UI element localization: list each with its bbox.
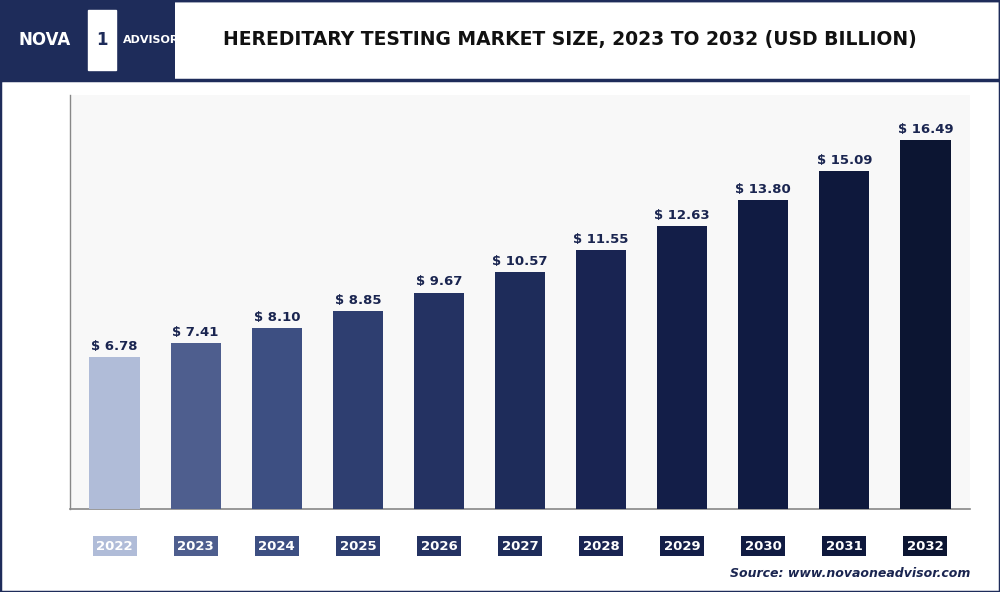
Text: NOVA: NOVA xyxy=(18,31,70,49)
Text: $ 15.09: $ 15.09 xyxy=(817,154,872,167)
Text: $ 7.41: $ 7.41 xyxy=(172,326,219,339)
Text: 2030: 2030 xyxy=(745,539,782,552)
Text: $ 12.63: $ 12.63 xyxy=(654,209,710,222)
Text: ADVISOR: ADVISOR xyxy=(123,35,179,45)
Bar xyxy=(657,226,707,509)
Bar xyxy=(171,343,221,509)
Text: 2029: 2029 xyxy=(664,539,700,552)
Text: $ 8.10: $ 8.10 xyxy=(254,311,300,324)
Bar xyxy=(88,9,116,70)
Text: 2028: 2028 xyxy=(583,539,619,552)
Bar xyxy=(414,292,464,509)
Text: 1: 1 xyxy=(96,31,108,49)
Text: $ 11.55: $ 11.55 xyxy=(573,233,629,246)
Bar xyxy=(252,328,302,509)
Text: $ 16.49: $ 16.49 xyxy=(898,123,953,136)
Text: 2022: 2022 xyxy=(96,539,133,552)
Bar xyxy=(900,140,951,509)
Text: $ 10.57: $ 10.57 xyxy=(492,255,548,268)
Bar xyxy=(576,250,626,509)
Bar xyxy=(89,357,140,509)
Text: 2026: 2026 xyxy=(421,539,457,552)
Text: 2024: 2024 xyxy=(258,539,295,552)
Text: 2031: 2031 xyxy=(826,539,863,552)
Text: $ 6.78: $ 6.78 xyxy=(91,340,138,353)
Bar xyxy=(495,272,545,509)
Bar xyxy=(333,311,383,509)
Bar xyxy=(819,171,869,509)
Text: $ 13.80: $ 13.80 xyxy=(735,183,791,196)
Text: 2023: 2023 xyxy=(177,539,214,552)
Text: 2032: 2032 xyxy=(907,539,944,552)
Text: $ 9.67: $ 9.67 xyxy=(416,275,462,288)
Text: 2025: 2025 xyxy=(340,539,376,552)
Bar xyxy=(738,200,788,509)
Text: Source: www.novaoneadvisor.com: Source: www.novaoneadvisor.com xyxy=(730,567,970,580)
Text: 2027: 2027 xyxy=(502,539,538,552)
Bar xyxy=(0,0,175,80)
Text: $ 8.85: $ 8.85 xyxy=(335,294,381,307)
Text: HEREDITARY TESTING MARKET SIZE, 2023 TO 2032 (USD BILLION): HEREDITARY TESTING MARKET SIZE, 2023 TO … xyxy=(223,30,917,50)
